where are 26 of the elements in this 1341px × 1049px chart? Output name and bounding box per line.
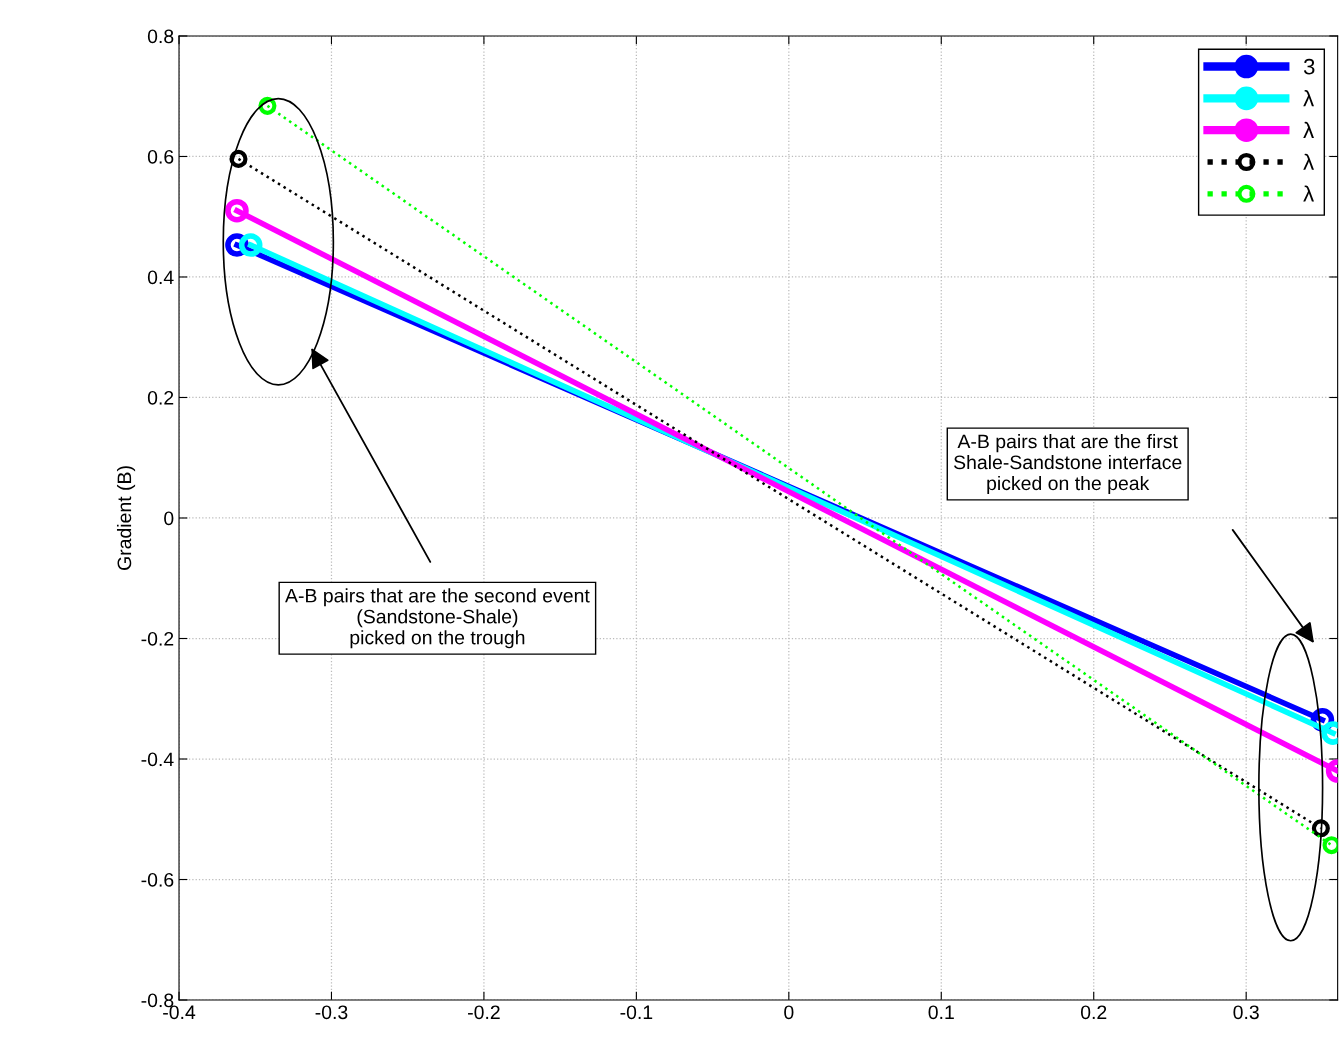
y-tick-label: -0.4 [141,752,174,767]
point [1311,819,1330,838]
annotation: A-B pairs that are the first Shale-Sandstone interface picked on the peak [954,434,1182,495]
y-tick-label: 0 [164,511,174,526]
legend-label: λ [1303,185,1314,202]
y-axis-title: Gradient (B) [116,466,136,570]
y-tick-label: 0.8 [147,29,174,44]
y-tick-label: 0.6 [147,149,174,164]
y-tick-label: -0.6 [141,872,174,887]
y-tick-label: -0.2 [141,631,174,646]
annotation: A-B pairs that are the second event (Sandstone-Shale) picked on the trough [285,588,590,649]
legend-label: 3 [1303,58,1315,75]
y-tick-label: 0.4 [147,270,174,285]
point [229,149,248,168]
x-tick-label: 0.3 [1233,1005,1259,1020]
legend-label: λ [1303,90,1314,107]
point [1322,836,1338,855]
x-tick-label: 0.2 [1080,1005,1107,1020]
x-tick-label: -0.1 [620,1005,653,1020]
legend-label: λ [1303,153,1314,170]
y-tick-label: 0.2 [147,390,174,405]
x-tick-label: -0.3 [315,1005,348,1020]
x-tick-label: 0 [784,1005,794,1020]
legend-label: λ [1303,121,1314,138]
x-tick-label: 0.1 [928,1005,954,1020]
x-tick-label: -0.2 [468,1005,500,1020]
